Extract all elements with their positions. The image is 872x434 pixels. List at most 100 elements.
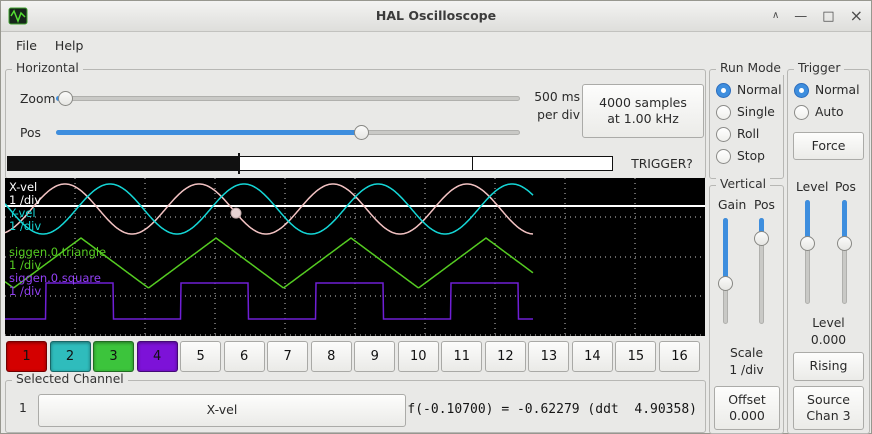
record-view-window [239,157,473,170]
trigger-legend: Trigger [794,61,845,75]
run-mode-radio-normal[interactable]: Normal [710,79,783,101]
trigger-radio-label: Auto [815,105,844,119]
selected-channel-number: 1 [19,401,27,415]
pos-slider-fill [56,130,363,135]
trigger-source-button[interactable]: Source Chan 3 [793,386,864,430]
trigger-source-line1: Source [807,391,850,407]
run-mode-radio-stop[interactable]: Stop [710,145,783,167]
channel-button-14[interactable]: 14 [571,341,613,372]
offset-value: 0.000 [729,408,765,423]
menu-help[interactable]: Help [54,37,84,53]
channel-button-15[interactable]: 15 [615,341,657,372]
run-mode-radio-single[interactable]: Single [710,101,783,123]
record-view-trigger-tick [238,153,240,174]
offset-label: Offset [728,391,766,407]
samples-line1: 4000 samples [599,94,687,110]
record-view-data-extent [8,157,239,170]
offset-button[interactable]: Offset 0.000 [714,386,780,430]
run-mode-legend: Run Mode [716,61,785,75]
channel-button-9[interactable]: 9 [354,341,396,372]
trigger-source-line2: Chan 3 [806,408,851,423]
trigger-pos-slider[interactable] [837,200,852,304]
run-mode-radio-roll[interactable]: Roll [710,123,783,145]
scope-channel-label: siggen.0.square 1 /div [9,271,101,298]
run-mode-radio-label: Stop [737,149,765,163]
maximize-icon[interactable]: □ [822,8,835,24]
horizontal-legend: Horizontal [12,61,83,75]
channel-button-11[interactable]: 11 [441,341,483,372]
zoom-slider-thumb[interactable] [58,91,73,106]
trigger-group: Trigger Normal Auto Force Level Pos Level… [787,61,870,434]
selected-channel-legend: Selected Channel [12,372,128,386]
channel-button-5[interactable]: 5 [180,341,222,372]
force-button[interactable]: Force [793,132,864,160]
minimize-icon[interactable]: — [794,8,808,24]
channel-button-6[interactable]: 6 [223,341,265,372]
trigger-radio-auto[interactable]: Auto [788,101,869,123]
gain-slider[interactable] [718,218,733,324]
channel-button-8[interactable]: 8 [310,341,352,372]
trigger-level-slider-label: Level [796,180,829,194]
trigger-level-slider[interactable] [800,200,815,304]
channel-button-4[interactable]: 4 [136,341,178,372]
menu-bar: File Help [1,32,872,58]
trigger-level-fill [805,200,810,244]
pos-slider-thumb[interactable] [354,125,370,140]
radio-icon [794,82,809,98]
scale-value: 1 /div [729,363,764,377]
time-per-div-label: per div [537,108,580,122]
channel-button-7[interactable]: 7 [267,341,309,372]
cursor-readout: f(-0.10700) = -0.62279 (ddt 4.90358) [407,402,697,417]
trigger-level-thumb[interactable] [800,235,815,251]
channel-button-12[interactable]: 12 [484,341,526,372]
radio-icon [794,104,809,120]
trigger-level-value: 0.000 [810,333,847,347]
radio-icon [716,126,731,142]
pos-label: Pos [20,126,41,140]
channel-button-10[interactable]: 10 [397,341,439,372]
app-icon [8,7,28,25]
horizontal-group: Horizontal Zoom 500 ms per div 4000 samp… [5,61,706,179]
vertical-pos-thumb[interactable] [754,231,769,247]
channel-button-3[interactable]: 3 [93,341,135,372]
radio-icon [716,148,731,164]
channel-button-row: 1 2 3 4 5 6 7 8 9 10 11 12 13 14 15 16 [6,341,700,372]
trigger-pos-thumb[interactable] [837,235,852,251]
record-view[interactable] [7,153,613,174]
gain-slider-fill [723,218,728,284]
channel-source-button[interactable]: X-vel [38,394,406,427]
channel-button-1[interactable]: 1 [6,341,47,372]
pos-slider[interactable] [56,125,520,140]
run-mode-radio-label: Roll [737,127,760,141]
vertical-group: Vertical Gain Pos Scale 1 /div Offset 0.… [709,177,784,434]
scope-canvas [5,178,705,336]
zoom-label: Zoom [20,92,56,106]
zoom-slider[interactable] [56,91,520,106]
scope-display[interactable]: X-vel 1 /div Y-vel 1 /div siggen.0.triangle 1… [5,178,705,336]
channel-source-name: X-vel [206,402,238,418]
vertical-pos-fill [759,218,764,240]
zoom-slider-track [56,96,520,101]
trigger-pos-slider-label: Pos [835,180,856,194]
trigger-radio-normal[interactable]: Normal [788,79,869,101]
time-per-div-value: 500 ms [534,90,580,104]
gain-label: Gain [718,198,747,212]
channel-button-2[interactable]: 2 [49,341,91,372]
trigger-status: TRIGGER? [631,157,693,171]
vertical-legend: Vertical [716,177,771,191]
force-button-label: Force [811,137,846,153]
scope-channel-label: Y-vel 1 /div [9,206,42,233]
gain-slider-thumb[interactable] [718,275,733,291]
trigger-edge-button[interactable]: Rising [793,352,864,381]
rollup-icon[interactable]: ∧ [771,10,780,21]
vertical-pos-slider[interactable] [754,218,769,324]
title-bar: HAL Oscilloscope ∧ — □ × [1,1,871,32]
trigger-edge-label: Rising [809,358,848,374]
close-icon[interactable]: × [849,6,863,25]
menu-file[interactable]: File [16,37,37,53]
run-mode-radio-label: Normal [737,83,782,97]
channel-button-13[interactable]: 13 [528,341,570,372]
samples-button[interactable]: 4000 samples at 1.00 kHz [582,84,704,138]
scale-label: Scale [729,346,764,360]
channel-button-16[interactable]: 16 [658,341,700,372]
